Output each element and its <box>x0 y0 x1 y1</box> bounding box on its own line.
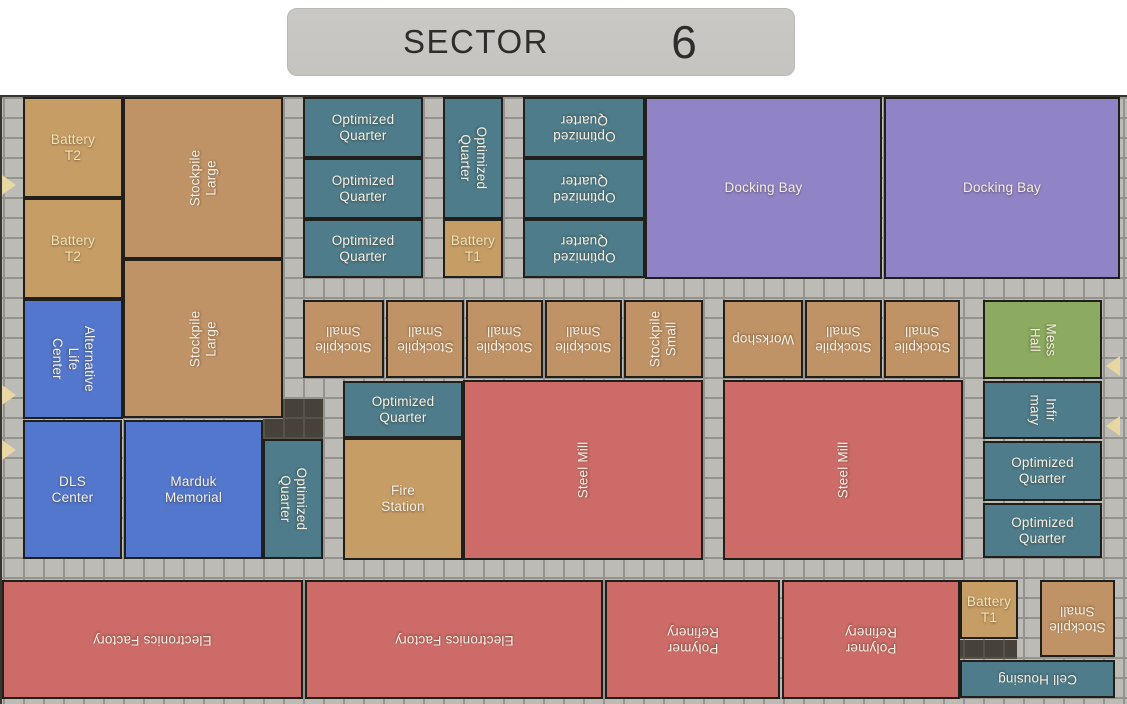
room-alternative-life-center[interactable]: Alternative Life Center <box>23 299 123 419</box>
room-label: Stockpile Large <box>187 149 218 207</box>
room-label: Optimized Quarter <box>331 111 395 143</box>
room-stockpile-small-7[interactable]: Stockpile Small <box>884 300 960 378</box>
room-docking-bay-2[interactable]: Docking Bay <box>884 97 1120 279</box>
room-docking-bay-1[interactable]: Docking Bay <box>645 97 882 279</box>
room-label: Optimized Quarter <box>331 232 395 264</box>
room-optimized-quarter-2[interactable]: Optimized Quarter <box>303 158 423 219</box>
room-optimized-quarter-6[interactable]: Optimized Quarter <box>523 158 645 219</box>
room-label: Battery T1 <box>450 232 496 264</box>
room-optimized-quarter-5[interactable]: Optimized Quarter <box>523 97 645 158</box>
room-label: Steel Mill <box>835 441 851 499</box>
room-label: Workshop <box>731 331 795 347</box>
room-dls-center[interactable]: DLS Center <box>23 420 122 559</box>
sector-header: SECTOR 6 <box>287 8 795 76</box>
door-arrow <box>1106 416 1120 436</box>
room-label: Optimized Quarter <box>552 112 616 144</box>
door-arrow <box>2 175 16 195</box>
room-label: Optimized Quarter <box>331 172 395 204</box>
room-label: Mess Hall <box>1027 322 1059 357</box>
room-stockpile-large-1[interactable]: Stockpile Large <box>123 97 283 259</box>
room-stockpile-large-2[interactable]: Stockpile Large <box>123 259 283 418</box>
room-marduk-memorial[interactable]: Marduk Memorial <box>124 420 263 559</box>
room-label: Stockpile Small <box>647 310 679 368</box>
room-label: Cell Housing <box>998 671 1077 687</box>
sector-map: Battery T2 Battery T2 Stockpile Large Stock… <box>0 95 1127 704</box>
door-arrow <box>2 385 16 405</box>
room-label: Optimized Quarter <box>458 126 489 190</box>
room-stockpile-small-6[interactable]: Stockpile Small <box>805 300 882 378</box>
room-label: Marduk Memorial <box>164 473 223 505</box>
room-label: Stockpile Small <box>315 324 372 355</box>
room-label: Battery T2 <box>50 232 96 264</box>
room-label: Electronics Factory <box>93 632 212 648</box>
room-stockpile-small-5[interactable]: Stockpile Small <box>624 300 703 378</box>
unbuilt-tiles <box>960 640 1017 659</box>
room-electronics-factory-1[interactable]: Electronics Factory <box>2 580 303 699</box>
room-label: Polymer Refinery <box>845 624 897 656</box>
room-mess-hall[interactable]: Mess Hall <box>983 300 1102 379</box>
room-label: Alternative Life Center <box>50 326 97 392</box>
room-label: DLS Center <box>51 473 94 505</box>
room-battery-t2-1[interactable]: Battery T2 <box>23 97 123 198</box>
room-optimized-quarter-8[interactable]: Optimized Quarter <box>983 441 1102 501</box>
room-label: Optimized Quarter <box>278 467 309 531</box>
room-optimized-quarter-11[interactable]: Optimized Quarter <box>343 381 463 438</box>
room-steel-mill-2[interactable]: Steel Mill <box>723 380 963 560</box>
room-battery-t1-bottom[interactable]: Battery T1 <box>960 580 1018 639</box>
room-label: Docking Bay <box>963 180 1041 196</box>
room-optimized-quarter-1[interactable]: Optimized Quarter <box>303 97 423 158</box>
room-battery-t1-top[interactable]: Battery T1 <box>443 219 503 278</box>
room-label: Fire Station <box>381 483 425 514</box>
room-fire-station[interactable]: Fire Station <box>343 438 463 560</box>
room-polymer-refinery-1[interactable]: Polymer Refinery <box>605 580 780 699</box>
sector-title: SECTOR <box>403 23 549 60</box>
room-stockpile-small-3[interactable]: Stockpile Small <box>466 300 543 378</box>
door-arrow <box>2 440 16 460</box>
room-optimized-quarter-3[interactable]: Optimized Quarter <box>303 219 423 278</box>
room-label: Steel Mill <box>575 441 591 499</box>
room-steel-mill-1[interactable]: Steel Mill <box>463 380 703 560</box>
room-infirmary[interactable]: Infir mary <box>983 381 1102 439</box>
room-stockpile-small-2[interactable]: Stockpile Small <box>386 300 464 378</box>
room-label: Stockpile Small <box>893 324 951 355</box>
room-label: Electronics Factory <box>394 632 514 648</box>
room-label: Battery T2 <box>50 131 96 163</box>
room-label: Optimized Quarter <box>371 393 435 425</box>
room-polymer-refinery-2[interactable]: Polymer Refinery <box>782 580 960 699</box>
room-stockpile-small-4[interactable]: Stockpile Small <box>545 300 622 378</box>
room-stockpile-small-8[interactable]: Stockpile Small <box>1040 580 1115 657</box>
room-battery-t2-2[interactable]: Battery T2 <box>23 198 123 299</box>
room-workshop[interactable]: Workshop <box>723 300 803 378</box>
room-label: Optimized Quarter <box>552 233 616 265</box>
room-cell-housing[interactable]: Cell Housing <box>960 660 1115 698</box>
room-label: Infir mary <box>1027 394 1059 426</box>
room-optimized-quarter-10[interactable]: Optimized Quarter <box>263 439 323 559</box>
room-optimized-quarter-7[interactable]: Optimized Quarter <box>523 219 645 278</box>
door-arrow <box>1106 356 1120 376</box>
room-label: Optimized Quarter <box>552 173 616 205</box>
room-label: Optimized Quarter <box>1011 514 1074 546</box>
room-label: Stockpile Small <box>1049 603 1106 635</box>
room-label: Stockpile Small <box>396 324 454 355</box>
sector-number: 6 <box>671 16 697 68</box>
room-label: Battery T1 <box>966 593 1012 625</box>
room-label: Stockpile Large <box>187 310 218 367</box>
room-electronics-factory-2[interactable]: Electronics Factory <box>305 580 603 699</box>
room-label: Stockpile Small <box>815 324 872 355</box>
unbuilt-tiles <box>283 399 323 439</box>
room-stockpile-small-1[interactable]: Stockpile Small <box>303 300 384 378</box>
room-label: Docking Bay <box>724 180 803 196</box>
room-optimized-quarter-4[interactable]: Optimized Quarter <box>443 97 503 219</box>
room-label: Stockpile Small <box>555 324 612 355</box>
room-label: Stockpile Small <box>476 324 533 355</box>
room-label: Polymer Refinery <box>666 624 719 656</box>
unbuilt-tiles <box>263 419 283 439</box>
room-optimized-quarter-9[interactable]: Optimized Quarter <box>983 503 1102 558</box>
room-label: Optimized Quarter <box>1011 455 1074 486</box>
